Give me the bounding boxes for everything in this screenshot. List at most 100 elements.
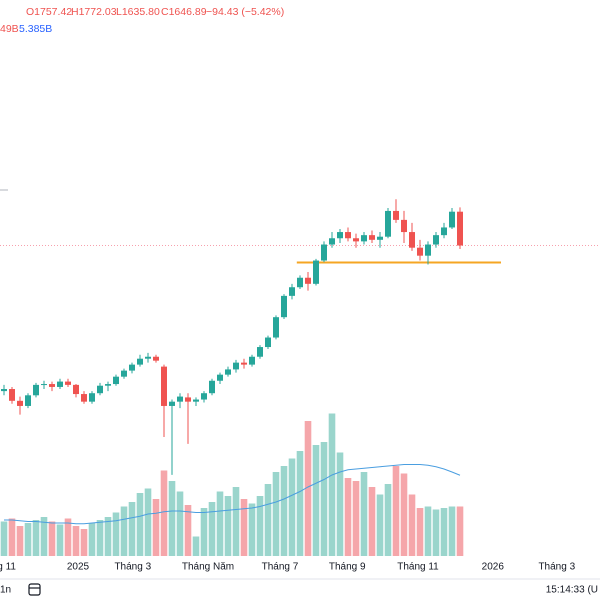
x-tick-label: 2025 — [67, 562, 90, 573]
candle-body — [81, 394, 87, 402]
volume-bar — [96, 520, 104, 556]
candle-body — [185, 397, 191, 402]
volume-bar — [8, 518, 16, 556]
volume-bar — [344, 478, 352, 556]
x-tick-label: 2026 — [482, 562, 505, 573]
volume-bar — [232, 487, 240, 556]
candle-body — [9, 389, 15, 401]
candle-body — [409, 232, 415, 248]
candle-body — [417, 247, 423, 256]
header-change: −94.43 (−5.42%) — [206, 6, 284, 18]
x-tick-label: Tháng 3 — [114, 562, 151, 573]
volume-bar — [224, 496, 232, 556]
candle-body — [193, 399, 199, 402]
candle-body — [353, 238, 359, 242]
candle-body — [129, 364, 135, 371]
candle-body — [105, 384, 111, 386]
candle-body — [345, 232, 351, 239]
candle-body — [169, 401, 175, 406]
candle-body — [209, 380, 215, 394]
interval-button[interactable]: 1n — [0, 585, 11, 596]
volume-bar — [304, 421, 312, 556]
candle-body — [273, 317, 279, 338]
volume-bar — [72, 526, 80, 556]
candle-body — [369, 235, 375, 240]
volume-bar — [144, 488, 152, 556]
x-tick-label: Tháng 7 — [262, 562, 299, 573]
volume-bar — [392, 466, 400, 556]
candle-body — [113, 376, 119, 385]
header-close: C1646.89 — [161, 6, 207, 18]
header-low: L1635.80 — [116, 6, 160, 18]
volume-bar — [296, 451, 304, 556]
volume-bar — [208, 502, 216, 556]
volume-bar — [48, 521, 56, 556]
volume-bar — [80, 529, 88, 556]
candle-body — [233, 362, 239, 370]
candle-body — [201, 393, 207, 400]
plot-area — [0, 199, 600, 556]
candle-body — [289, 287, 295, 296]
candle-body — [145, 356, 151, 359]
candle-body — [401, 219, 407, 233]
volume-ma-line — [4, 464, 461, 525]
candle-body — [97, 385, 103, 394]
candle-body — [121, 370, 127, 377]
candle-body — [17, 400, 23, 406]
x-tick-label: Tháng 11 — [0, 562, 16, 573]
volume-bar — [416, 508, 424, 556]
volume-bar — [448, 506, 456, 556]
candle-body — [281, 295, 287, 318]
candle-body — [89, 393, 95, 402]
volume-bar — [320, 442, 328, 556]
candle-body — [65, 381, 71, 385]
volume-bar — [176, 491, 184, 556]
volume-bar — [272, 472, 280, 556]
volume-bar — [384, 484, 392, 556]
candle-body — [433, 235, 439, 245]
candle-body — [1, 389, 7, 392]
volume-bar — [376, 494, 384, 556]
volume-bar — [400, 473, 408, 556]
candle-body — [137, 358, 143, 365]
volume-bar — [264, 484, 272, 556]
volume-bar — [456, 506, 464, 556]
volume-bar — [408, 494, 416, 556]
candle-body — [161, 366, 167, 406]
calendar-frame — [28, 583, 41, 596]
volume-bar — [168, 481, 176, 556]
candle-body — [377, 236, 383, 240]
volume-bar — [104, 517, 112, 556]
calendar-icon[interactable] — [28, 583, 41, 596]
candle-body — [177, 396, 183, 402]
candle-body — [361, 235, 367, 242]
volume-bar — [240, 499, 248, 556]
volume-bar — [280, 466, 288, 556]
volume-bar — [328, 413, 336, 556]
candle-body — [457, 211, 463, 246]
volume-bar — [40, 517, 48, 556]
volume-bar — [56, 524, 64, 556]
candle-body — [337, 232, 343, 239]
volume-bar — [352, 481, 360, 556]
candle-body — [217, 374, 223, 381]
candle-body — [425, 244, 431, 256]
volume-bar — [256, 496, 264, 556]
candle-body — [41, 384, 47, 386]
x-tick-label: Tháng Năm — [182, 562, 234, 573]
header-open: O1757.42 — [26, 6, 72, 18]
candle-body — [313, 260, 319, 284]
volume-bar — [248, 503, 256, 556]
candle-body — [385, 210, 391, 237]
volume-bar — [288, 458, 296, 556]
candle-body — [441, 227, 447, 236]
volume-bar — [368, 487, 376, 556]
volume-bar — [192, 536, 200, 556]
header-volume: 49B — [0, 23, 19, 35]
volume-bar — [88, 523, 96, 556]
candle-body — [265, 337, 271, 348]
candle-body — [33, 384, 39, 396]
candle-body — [241, 362, 247, 365]
volume-bar — [440, 508, 448, 556]
